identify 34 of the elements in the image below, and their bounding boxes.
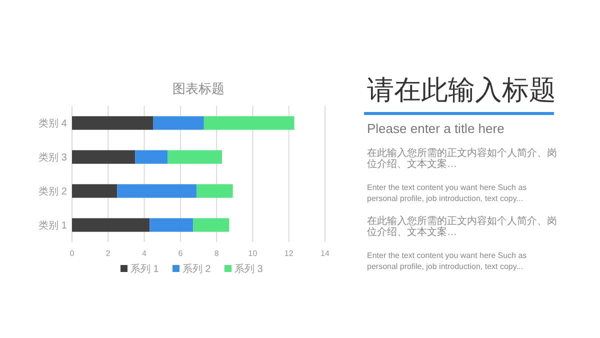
- chart-title: 图表标题: [172, 81, 224, 96]
- bar: [193, 218, 230, 232]
- legend-label: 系列 3: [234, 263, 264, 275]
- bar: [204, 116, 294, 130]
- x-tick-label: 8: [214, 249, 220, 258]
- text: 在此输入您所需的正文内容如个人简介、岗位介绍、文本文案…: [367, 148, 557, 170]
- bar: [153, 116, 204, 130]
- bar: [72, 184, 118, 198]
- text: Enter the text content you want here Such as personal profile, job introduction, text copy...: [367, 182, 528, 204]
- bar: [135, 150, 168, 164]
- legend-label: 系列 1: [130, 263, 160, 275]
- bar: [72, 218, 150, 232]
- x-tick-label: 6: [178, 249, 184, 258]
- bar: [196, 184, 233, 198]
- bar: [117, 184, 197, 198]
- text: Please enter a title here: [367, 121, 506, 136]
- legend-label: 系列 2: [182, 263, 212, 275]
- x-tick-label: 4: [142, 249, 148, 258]
- y-tick-label: 类别 3: [38, 152, 68, 164]
- x-tick-label: 12: [284, 249, 294, 258]
- bar: [168, 150, 222, 164]
- x-tick-label: 14: [320, 249, 330, 258]
- text: 请在此输入标题: [367, 74, 557, 107]
- x-tick-label: 10: [248, 249, 258, 258]
- x-tick-label: 0: [70, 249, 75, 258]
- y-tick-label: 类别 2: [38, 186, 68, 198]
- x-tick-label: 2: [106, 249, 111, 258]
- y-tick-label: 类别 4: [38, 118, 68, 130]
- bar: [150, 218, 194, 232]
- bar: [72, 116, 154, 130]
- text: Enter the text content you want here Such as personal profile, job introduction, text copy...: [367, 250, 528, 272]
- y-tick-label: 类别 1: [38, 220, 68, 232]
- bar: [72, 150, 136, 164]
- text: 在此输入您所需的正文内容如个人简介、岗位介绍、文本文案…: [367, 216, 557, 238]
